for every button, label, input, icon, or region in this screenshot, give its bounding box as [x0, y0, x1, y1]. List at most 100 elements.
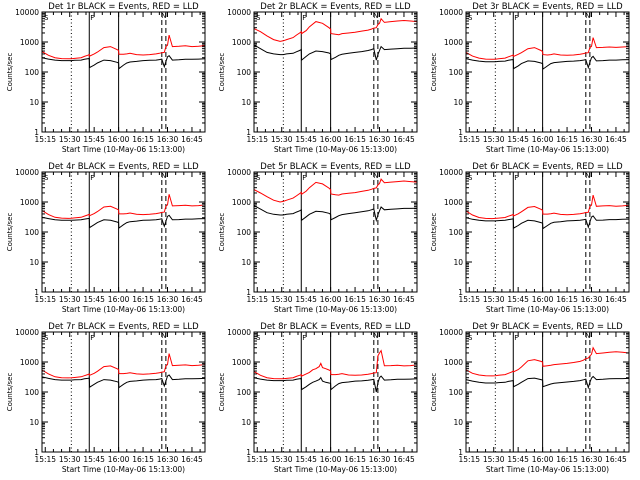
y-tick-label: 10000 [15, 8, 39, 17]
y-tick-label: 1000 [444, 358, 463, 367]
y-tick-label: 1000 [232, 38, 251, 47]
x-tick-label: 16:00 [108, 295, 130, 304]
x-tick-label: 15:15 [34, 455, 56, 464]
marker-n-label: N [373, 332, 378, 340]
x-tick-label: 16:15 [344, 135, 366, 144]
y-axis-title: Counts/sec [430, 213, 438, 252]
marker-n-label: N [585, 12, 590, 20]
detector-panel-4: Det 4r BLACK = Events, RED = LLD S F N 1 10 10… [6, 162, 206, 314]
x-tick-label: 15:15 [34, 295, 56, 304]
y-tick-label: 10 [29, 258, 39, 267]
x-tick-label: 16:00 [532, 295, 554, 304]
x-tick-label: 16:45 [605, 455, 627, 464]
marker-s-label: S [468, 14, 473, 22]
series-line-events [253, 44, 418, 62]
y-tick-label: 10000 [227, 8, 251, 17]
y-tick-label: 100 [237, 68, 252, 77]
x-tick-label: 15:30 [271, 455, 293, 464]
series-line-events [41, 55, 206, 70]
series-line-lld [41, 353, 206, 379]
y-tick-label: 1 [458, 288, 463, 297]
y-tick-label: 1000 [232, 358, 251, 367]
detector-panel-2: Det 2r BLACK = Events, RED = LLD S F N 1 10 10… [218, 2, 418, 154]
detector-panel-6: Det 6r BLACK = Events, RED = LLD S F N 1 10 10… [430, 162, 630, 314]
marker-f-label: F [90, 334, 94, 342]
marker-n-label: N [161, 12, 166, 20]
y-tick-label: 1 [246, 288, 251, 297]
x-tick-label: 16:15 [556, 455, 578, 464]
panel-title: Det 4r BLACK = Events, RED = LLD [48, 162, 199, 172]
marker-s-label: S [44, 174, 49, 182]
x-tick-label: 16:15 [132, 135, 154, 144]
x-tick-label: 16:00 [320, 295, 342, 304]
x-tick-label: 15:30 [483, 455, 505, 464]
x-tick-label: 15:45 [507, 135, 529, 144]
x-tick-label: 15:45 [295, 455, 317, 464]
y-tick-label: 10 [241, 258, 251, 267]
marker-f-label: F [90, 14, 94, 22]
y-axis-title: Counts/sec [218, 213, 226, 252]
x-tick-label: 16:15 [344, 295, 366, 304]
axes-frame [41, 331, 206, 453]
x-axis-title: Start Time (10-May-06 15:13:00) [486, 465, 609, 474]
series-line-events [41, 214, 206, 230]
y-tick-label: 10000 [15, 328, 39, 337]
y-axis-title: Counts/sec [6, 373, 14, 412]
panel-title: Det 5r BLACK = Events, RED = LLD [260, 162, 411, 172]
x-tick-label: 15:45 [83, 455, 105, 464]
y-tick-label: 1 [458, 128, 463, 137]
marker-f-label: F [302, 334, 306, 342]
panel-title: Det 6r BLACK = Events, RED = LLD [472, 162, 623, 172]
x-tick-label: 15:15 [34, 135, 56, 144]
detector-panel-7: Det 7r BLACK = Events, RED = LLD S F N 1 10 10… [6, 322, 206, 474]
series-line-lld [465, 346, 630, 377]
x-tick-label: 15:45 [507, 295, 529, 304]
y-tick-label: 10 [241, 418, 251, 427]
x-tick-label: 15:30 [59, 135, 81, 144]
y-tick-label: 1000 [20, 358, 39, 367]
x-tick-label: 15:45 [507, 455, 529, 464]
x-tick-label: 16:15 [132, 455, 154, 464]
panel-title: Det 7r BLACK = Events, RED = LLD [48, 322, 199, 332]
marker-n-label: N [585, 332, 590, 340]
x-tick-label: 16:15 [556, 295, 578, 304]
y-tick-label: 10 [241, 98, 251, 107]
x-tick-label: 16:30 [157, 455, 179, 464]
y-tick-label: 10000 [439, 168, 463, 177]
y-tick-label: 10000 [15, 168, 39, 177]
x-axis-title: Start Time (10-May-06 15:13:00) [274, 145, 397, 154]
marker-s-label: S [256, 174, 261, 182]
x-tick-label: 16:45 [605, 295, 627, 304]
y-axis-title: Counts/sec [218, 53, 226, 92]
y-tick-label: 1000 [20, 198, 39, 207]
y-tick-label: 10000 [439, 328, 463, 337]
y-tick-label: 100 [25, 68, 40, 77]
marker-s-label: S [256, 14, 261, 22]
axes-frame [253, 331, 418, 453]
series-line-lld [253, 17, 418, 42]
x-tick-label: 15:15 [246, 295, 268, 304]
x-tick-label: 15:30 [59, 295, 81, 304]
x-tick-label: 16:15 [344, 455, 366, 464]
x-tick-label: 15:15 [246, 455, 268, 464]
x-tick-label: 15:45 [295, 135, 317, 144]
y-tick-label: 1 [458, 448, 463, 457]
y-tick-label: 10000 [227, 168, 251, 177]
marker-f-label: F [302, 174, 306, 182]
x-tick-label: 15:30 [271, 295, 293, 304]
marker-n-label: N [373, 172, 378, 180]
x-axis-title: Start Time (10-May-06 15:13:00) [486, 145, 609, 154]
marker-n-label: N [161, 172, 166, 180]
x-axis-title: Start Time (10-May-06 15:13:00) [62, 465, 185, 474]
x-tick-label: 16:45 [393, 295, 415, 304]
x-tick-label: 15:15 [458, 455, 480, 464]
y-tick-label: 10 [29, 418, 39, 427]
x-tick-label: 16:45 [393, 135, 415, 144]
marker-n-label: N [161, 332, 166, 340]
axes-frame [41, 171, 206, 293]
y-tick-label: 1 [246, 448, 251, 457]
detector-panel-5: Det 5r BLACK = Events, RED = LLD S F N 1 10 10… [218, 162, 418, 314]
marker-f-label: F [90, 174, 94, 182]
y-tick-label: 1000 [444, 198, 463, 207]
